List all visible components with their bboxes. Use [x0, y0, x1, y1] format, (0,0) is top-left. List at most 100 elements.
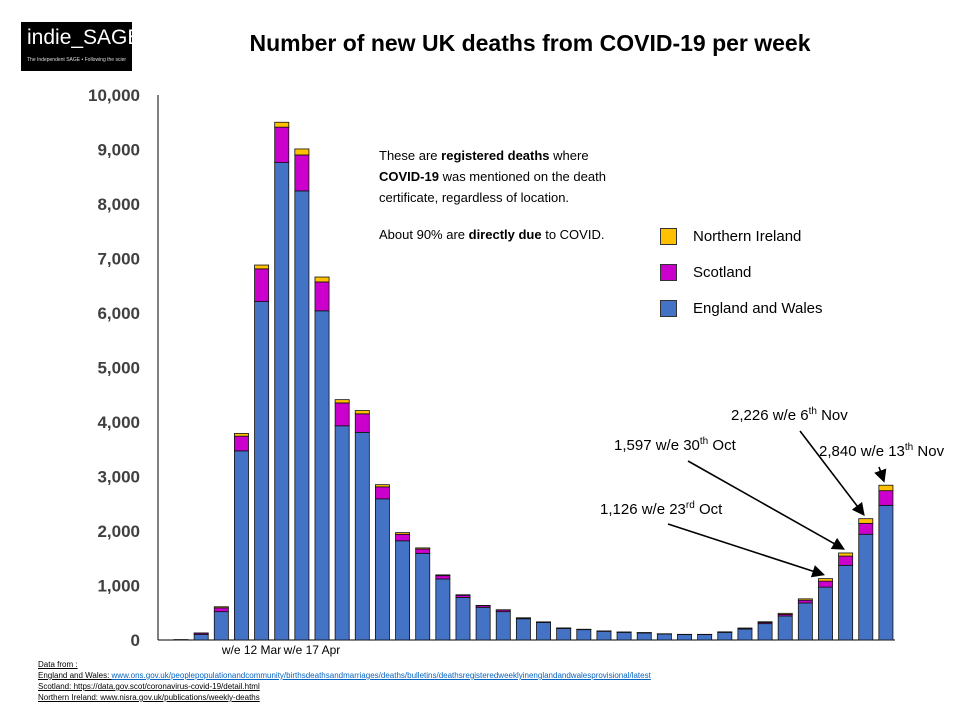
y-tick-label: 10,000 — [88, 86, 140, 105]
bar-segment — [757, 623, 773, 641]
bar-segment — [193, 634, 209, 641]
bar-segment — [415, 552, 431, 641]
y-tick-label: 0 — [131, 631, 140, 650]
bar-segment — [576, 629, 592, 641]
bar-segment — [717, 631, 733, 641]
legend-label-england-and-wales: England and Wales — [693, 299, 823, 317]
y-tick-label: 7,000 — [97, 250, 140, 269]
source-scotland[interactable]: Scotland: https://data.gov.scot/coronavi… — [38, 682, 260, 691]
bar-segment — [818, 586, 833, 641]
bar-segment — [697, 634, 713, 641]
annotation-label: 2,840 w/e 13th Nov — [819, 442, 945, 460]
bar-segment — [234, 450, 249, 641]
bar-segment — [234, 433, 249, 437]
bar-segment — [395, 532, 411, 535]
annotation-arrow — [667, 523, 826, 578]
y-tick-label: 4,000 — [97, 413, 140, 432]
bar-segment — [334, 402, 350, 427]
bar-segment — [395, 540, 411, 641]
bar-segment — [314, 281, 330, 312]
bar-segment — [234, 435, 249, 452]
bar-segment — [515, 618, 531, 641]
bar-segment — [878, 484, 894, 492]
note-paragraph-2: About 90% are directly due to COVID. — [379, 227, 605, 242]
source-northern-ireland[interactable]: Northern Ireland: www.nisra.gov.uk/publi… — [38, 693, 260, 702]
bar-segment — [274, 162, 290, 641]
bar-segment — [314, 310, 330, 641]
bar-segment — [294, 148, 310, 156]
bar-segment — [858, 518, 874, 524]
bar-segment — [838, 552, 854, 557]
bar-segment — [354, 410, 370, 415]
bar-segment — [737, 627, 753, 629]
annotation-label: 1,597 w/e 30th Oct — [614, 436, 737, 454]
bar-segment — [858, 533, 874, 641]
bar-segment — [838, 555, 854, 566]
chart-note: These are registered deaths where COVID-… — [379, 145, 629, 245]
bar-segment — [435, 574, 451, 577]
bar-segment — [294, 154, 310, 192]
source-england-wales-link[interactable]: www.ons.gov.uk/peoplepopulationandcommun… — [111, 671, 651, 680]
bar-segment — [435, 575, 451, 580]
bar-segment — [374, 498, 390, 641]
legend-swatch-scotland — [660, 263, 677, 281]
bar-segment — [294, 190, 310, 641]
bar-segment — [475, 606, 491, 641]
x-tick-label: w/e 17 Apr — [283, 643, 341, 657]
annotation-arrow — [874, 466, 887, 483]
bar-segment — [536, 622, 551, 641]
bar-segment — [737, 628, 753, 641]
bar-segment — [213, 606, 229, 609]
bar-segment — [254, 301, 270, 641]
bar-segment — [435, 578, 451, 641]
bar-segment — [777, 615, 793, 641]
bar-segment — [374, 486, 390, 500]
y-tick-label: 5,000 — [97, 359, 140, 378]
bar-segment — [334, 399, 350, 404]
bar-segment — [395, 533, 411, 542]
legend-label-northern-ireland: Northern Ireland — [693, 227, 802, 245]
y-tick-label: 8,000 — [97, 195, 140, 214]
sources-heading: Data from : — [38, 660, 78, 669]
bar-segment — [616, 631, 632, 641]
bar-segment — [455, 594, 471, 596]
legend-swatch-england-and-wales — [660, 299, 677, 317]
legend-item-england-and-wales: England and Wales — [660, 290, 823, 326]
note-paragraph-1: These are registered deaths where COVID-… — [379, 148, 606, 205]
bar-segment — [213, 607, 229, 613]
bar-segment — [797, 598, 813, 601]
source-england-wales: England and Wales: www.ons.gov.uk/people… — [38, 671, 651, 680]
annotation-arrow — [799, 430, 865, 516]
legend-item-scotland: Scotland — [660, 254, 823, 290]
bar-segment — [757, 621, 773, 623]
logo-tagline: The Independent SAGE • Following the sci… — [27, 57, 126, 63]
bar-segment — [818, 580, 833, 588]
annotation-arrow — [687, 460, 846, 550]
legend: Northern Ireland Scotland England and Wa… — [660, 218, 823, 326]
x-tick-label: w/e 12 Mar — [221, 643, 281, 657]
bar-segment — [314, 276, 330, 283]
bar-segment — [556, 628, 572, 641]
bar-segment — [374, 484, 390, 488]
bar-segment — [213, 611, 229, 641]
y-tick-label: 1,000 — [97, 577, 140, 596]
bar-segment — [596, 630, 612, 641]
y-tick-label: 9,000 — [97, 141, 140, 160]
annotation-label: 1,126 w/e 23rd Oct — [600, 500, 723, 518]
bar-segment — [254, 268, 270, 302]
indie-sage-logo: indie_SAGE The Independent SAGE • Follow… — [21, 22, 141, 71]
bar-segment — [878, 504, 894, 641]
bar-segment — [878, 490, 894, 506]
bar-segment — [354, 413, 370, 433]
legend-swatch-northern-ireland — [660, 227, 677, 245]
bar-segment — [274, 121, 290, 128]
y-tick-label: 2,000 — [97, 522, 140, 541]
annotation-label: 2,226 w/e 6th Nov — [731, 406, 848, 424]
y-tick-label: 6,000 — [97, 304, 140, 323]
bar-segment — [334, 425, 350, 641]
bar-segment — [656, 633, 672, 641]
bar-segment — [415, 548, 431, 554]
bar-segment — [636, 632, 652, 641]
data-sources: Data from : England and Wales: www.ons.g… — [38, 659, 651, 703]
bar-segment — [677, 634, 692, 641]
